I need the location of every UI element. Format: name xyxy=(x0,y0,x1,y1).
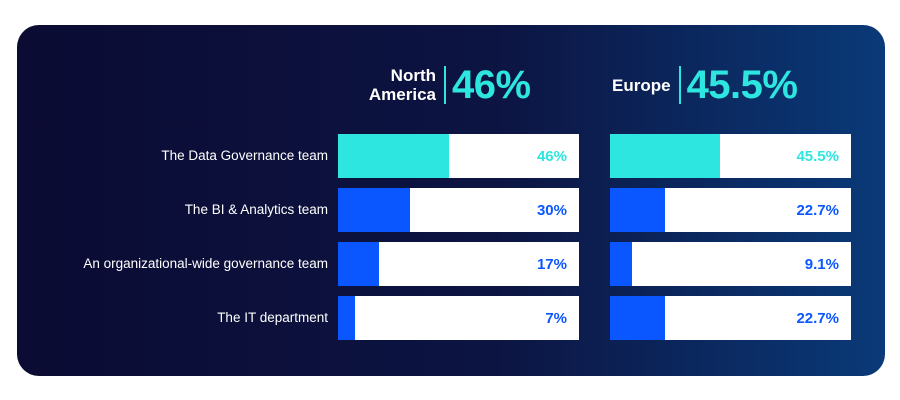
region-headline-percent: 46% xyxy=(452,62,531,107)
bar-fill xyxy=(338,188,411,232)
region-name: North America xyxy=(368,66,436,104)
bar-fill xyxy=(338,296,355,340)
bar-track: 7% xyxy=(338,296,579,340)
category-label: The IT department xyxy=(217,310,328,325)
region-name: Europe xyxy=(612,75,671,95)
category-label: The Data Governance team xyxy=(161,148,328,163)
bar-track: 9.1% xyxy=(610,242,851,286)
bar-fill xyxy=(610,134,720,178)
bar-fill xyxy=(610,242,632,286)
value-label: 46% xyxy=(536,147,567,165)
value-label: 22.7% xyxy=(796,201,839,219)
bar-track: 22.7% xyxy=(610,296,851,340)
bar-fill xyxy=(610,188,665,232)
bar-track: 45.5% xyxy=(610,134,851,178)
north-america-header: North America 46% xyxy=(350,62,531,108)
category-label: An organizational-wide governance team xyxy=(83,256,328,271)
bar-fill xyxy=(338,242,379,286)
category-label: The BI & Analytics team xyxy=(184,202,328,217)
value-label: 9.1% xyxy=(804,255,839,273)
bar-track: 30% xyxy=(338,188,579,232)
bar-fill xyxy=(338,134,449,178)
europe-header: Europe 45.5% xyxy=(612,62,798,108)
value-label: 17% xyxy=(536,255,567,273)
value-label: 22.7% xyxy=(796,309,839,327)
value-label: 7% xyxy=(545,309,567,327)
bar-track: 22.7% xyxy=(610,188,851,232)
bar-fill xyxy=(610,296,665,340)
bar-track: 17% xyxy=(338,242,579,286)
value-label: 45.5% xyxy=(796,147,839,165)
value-label: 30% xyxy=(536,201,567,219)
region-divider xyxy=(444,66,446,104)
bar-track: 46% xyxy=(338,134,579,178)
region-headline-percent: 45.5% xyxy=(686,62,798,107)
region-divider xyxy=(678,66,681,104)
